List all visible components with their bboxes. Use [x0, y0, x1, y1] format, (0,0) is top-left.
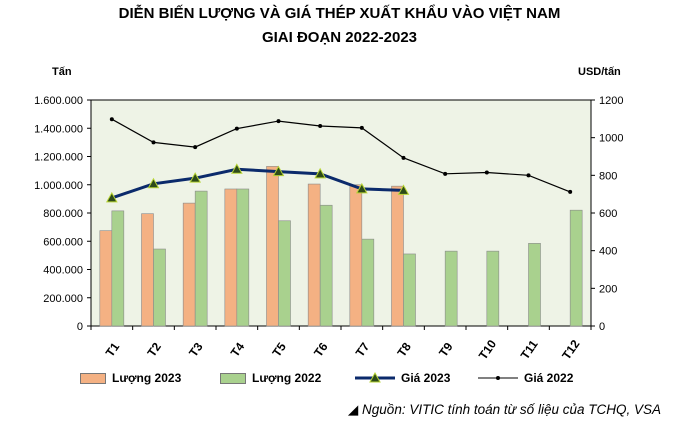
right-axis-tick-label: 400 [599, 246, 617, 258]
bar-lượng-2022 [361, 238, 375, 327]
point-gia-2023 [355, 182, 368, 194]
bar-lượng-2023 [266, 166, 279, 327]
point-gia-2022 [443, 171, 448, 176]
bar-lượng-2022 [236, 188, 250, 327]
point-gia-2023 [230, 163, 243, 174]
bar-lượng-2023 [307, 183, 321, 327]
source-text: Nguồn: VITIC tính toán từ số liệu của TC… [362, 402, 661, 417]
point-gia-2023 [272, 165, 285, 177]
line-giá-2023 [111, 167, 404, 200]
plot-area [90, 99, 592, 327]
x-axis-tick-label: T11 [518, 337, 541, 362]
point-gia-2022 [568, 189, 573, 194]
point-gia-2022 [151, 140, 156, 145]
legend-item-gia-2022: Giá 2022 [478, 368, 573, 388]
legend-item-luong-2022: Lượng 2022 [220, 368, 321, 388]
bar-lượng-2023 [349, 184, 363, 327]
legend-label-luong-2023: Lượng 2023 [112, 371, 182, 385]
left-axis-tick-label: 1.400.000 [34, 123, 83, 135]
left-axis-tick-label: 1.600.000 [34, 95, 83, 107]
right-axis-tick-label: 0 [599, 321, 605, 333]
x-axis-tick-label: T5 [269, 340, 289, 360]
left-axis-tick-label: 600.000 [43, 236, 83, 248]
bar-lượng-2023 [182, 202, 196, 327]
x-axis-tick-label: T2 [144, 340, 164, 360]
bar-lượng-2022 [111, 210, 125, 327]
legend: Lượng 2023 Lượng 2022 Giá 2023 Giá 2022 [80, 368, 600, 388]
x-axis-tick-label: T6 [311, 340, 331, 360]
bar-lượng-2022 [569, 209, 583, 327]
line-giá-2022 [111, 118, 571, 193]
x-axis-tick-label: T1 [103, 340, 123, 360]
x-axis-tick-label: T3 [186, 340, 206, 360]
point-gia-2022 [484, 170, 489, 175]
legend-line-gia-2022 [478, 371, 518, 385]
bar-lượng-2022 [403, 253, 416, 327]
point-gia-2023 [397, 184, 410, 195]
point-gia-2022 [318, 123, 323, 128]
x-axis-tick-label: T7 [353, 340, 373, 360]
point-gia-2023 [314, 167, 327, 179]
legend-swatch-luong-2022 [220, 372, 246, 384]
x-axis-tick-label: T9 [436, 340, 456, 360]
x-axis-tick-label: T10 [476, 337, 500, 362]
point-gia-2022 [401, 155, 406, 160]
source-note: ◢ Nguồn: VITIC tính toán từ số liệu của … [348, 402, 661, 418]
bar-lượng-2023 [141, 213, 154, 327]
bar-lượng-2022 [486, 250, 500, 327]
bar-lượng-2023 [99, 230, 113, 327]
point-gia-2022 [526, 173, 531, 178]
left-axis-tick-label: 400.000 [43, 265, 83, 277]
bar-lượng-2022 [153, 248, 166, 327]
right-axis-tick-label: 1200 [599, 95, 623, 107]
point-gia-2023 [147, 177, 160, 189]
legend-label-gia-2022: Giá 2022 [524, 371, 574, 385]
source-arrow-icon: ◢ [347, 402, 359, 417]
right-axis-title: USD/tấn [578, 66, 621, 78]
left-axis-tick-label: 200.000 [43, 293, 83, 305]
bar-lượng-2022 [319, 204, 333, 327]
right-axis-tick-label: 600 [599, 208, 617, 220]
x-axis-tick-label: T8 [394, 340, 414, 360]
legend-line-gia-2023 [355, 371, 395, 385]
left-axis-tick-label: 800.000 [43, 208, 83, 220]
legend-label-gia-2023: Giá 2023 [401, 371, 451, 385]
bar-lượng-2022 [444, 250, 458, 327]
point-gia-2022 [359, 125, 364, 130]
legend-swatch-luong-2023 [80, 372, 106, 384]
point-gia-2022 [109, 117, 114, 122]
bar-lượng-2022 [528, 243, 541, 327]
right-axis-tick-label: 800 [599, 170, 617, 182]
point-gia-2023 [189, 172, 202, 183]
chart-title: DIỄN BIẾN LƯỢNG VÀ GIÁ THÉP XUẤT KHẨU VÀ… [118, 5, 561, 22]
bar-lượng-2023 [224, 188, 238, 327]
point-gia-2022 [276, 119, 281, 124]
right-axis-tick-label: 1000 [599, 133, 623, 145]
x-axis-tick-label: T12 [559, 337, 583, 362]
left-axis-tick-label: 0 [77, 321, 83, 333]
bar-lượng-2022 [278, 220, 291, 327]
left-axis-tick-label: 1.200.000 [34, 152, 83, 164]
chart-subtitle: GIAI ĐOẠN 2022-2023 [261, 29, 418, 46]
bar-lượng-2022 [194, 190, 208, 327]
legend-item-luong-2023: Lượng 2023 [80, 368, 181, 388]
point-gia-2022 [193, 145, 198, 150]
left-axis-title: Tấn [52, 66, 72, 78]
left-axis-tick-label: 1.000.000 [34, 180, 83, 192]
point-gia-2022 [234, 126, 239, 131]
point-gia-2023 [105, 191, 118, 203]
right-axis-tick-label: 200 [599, 283, 617, 295]
bar-lượng-2023 [391, 185, 404, 327]
legend-label-luong-2022: Lượng 2022 [252, 371, 322, 385]
legend-item-gia-2023: Giá 2023 [355, 368, 450, 388]
x-axis-tick-label: T4 [228, 340, 248, 360]
